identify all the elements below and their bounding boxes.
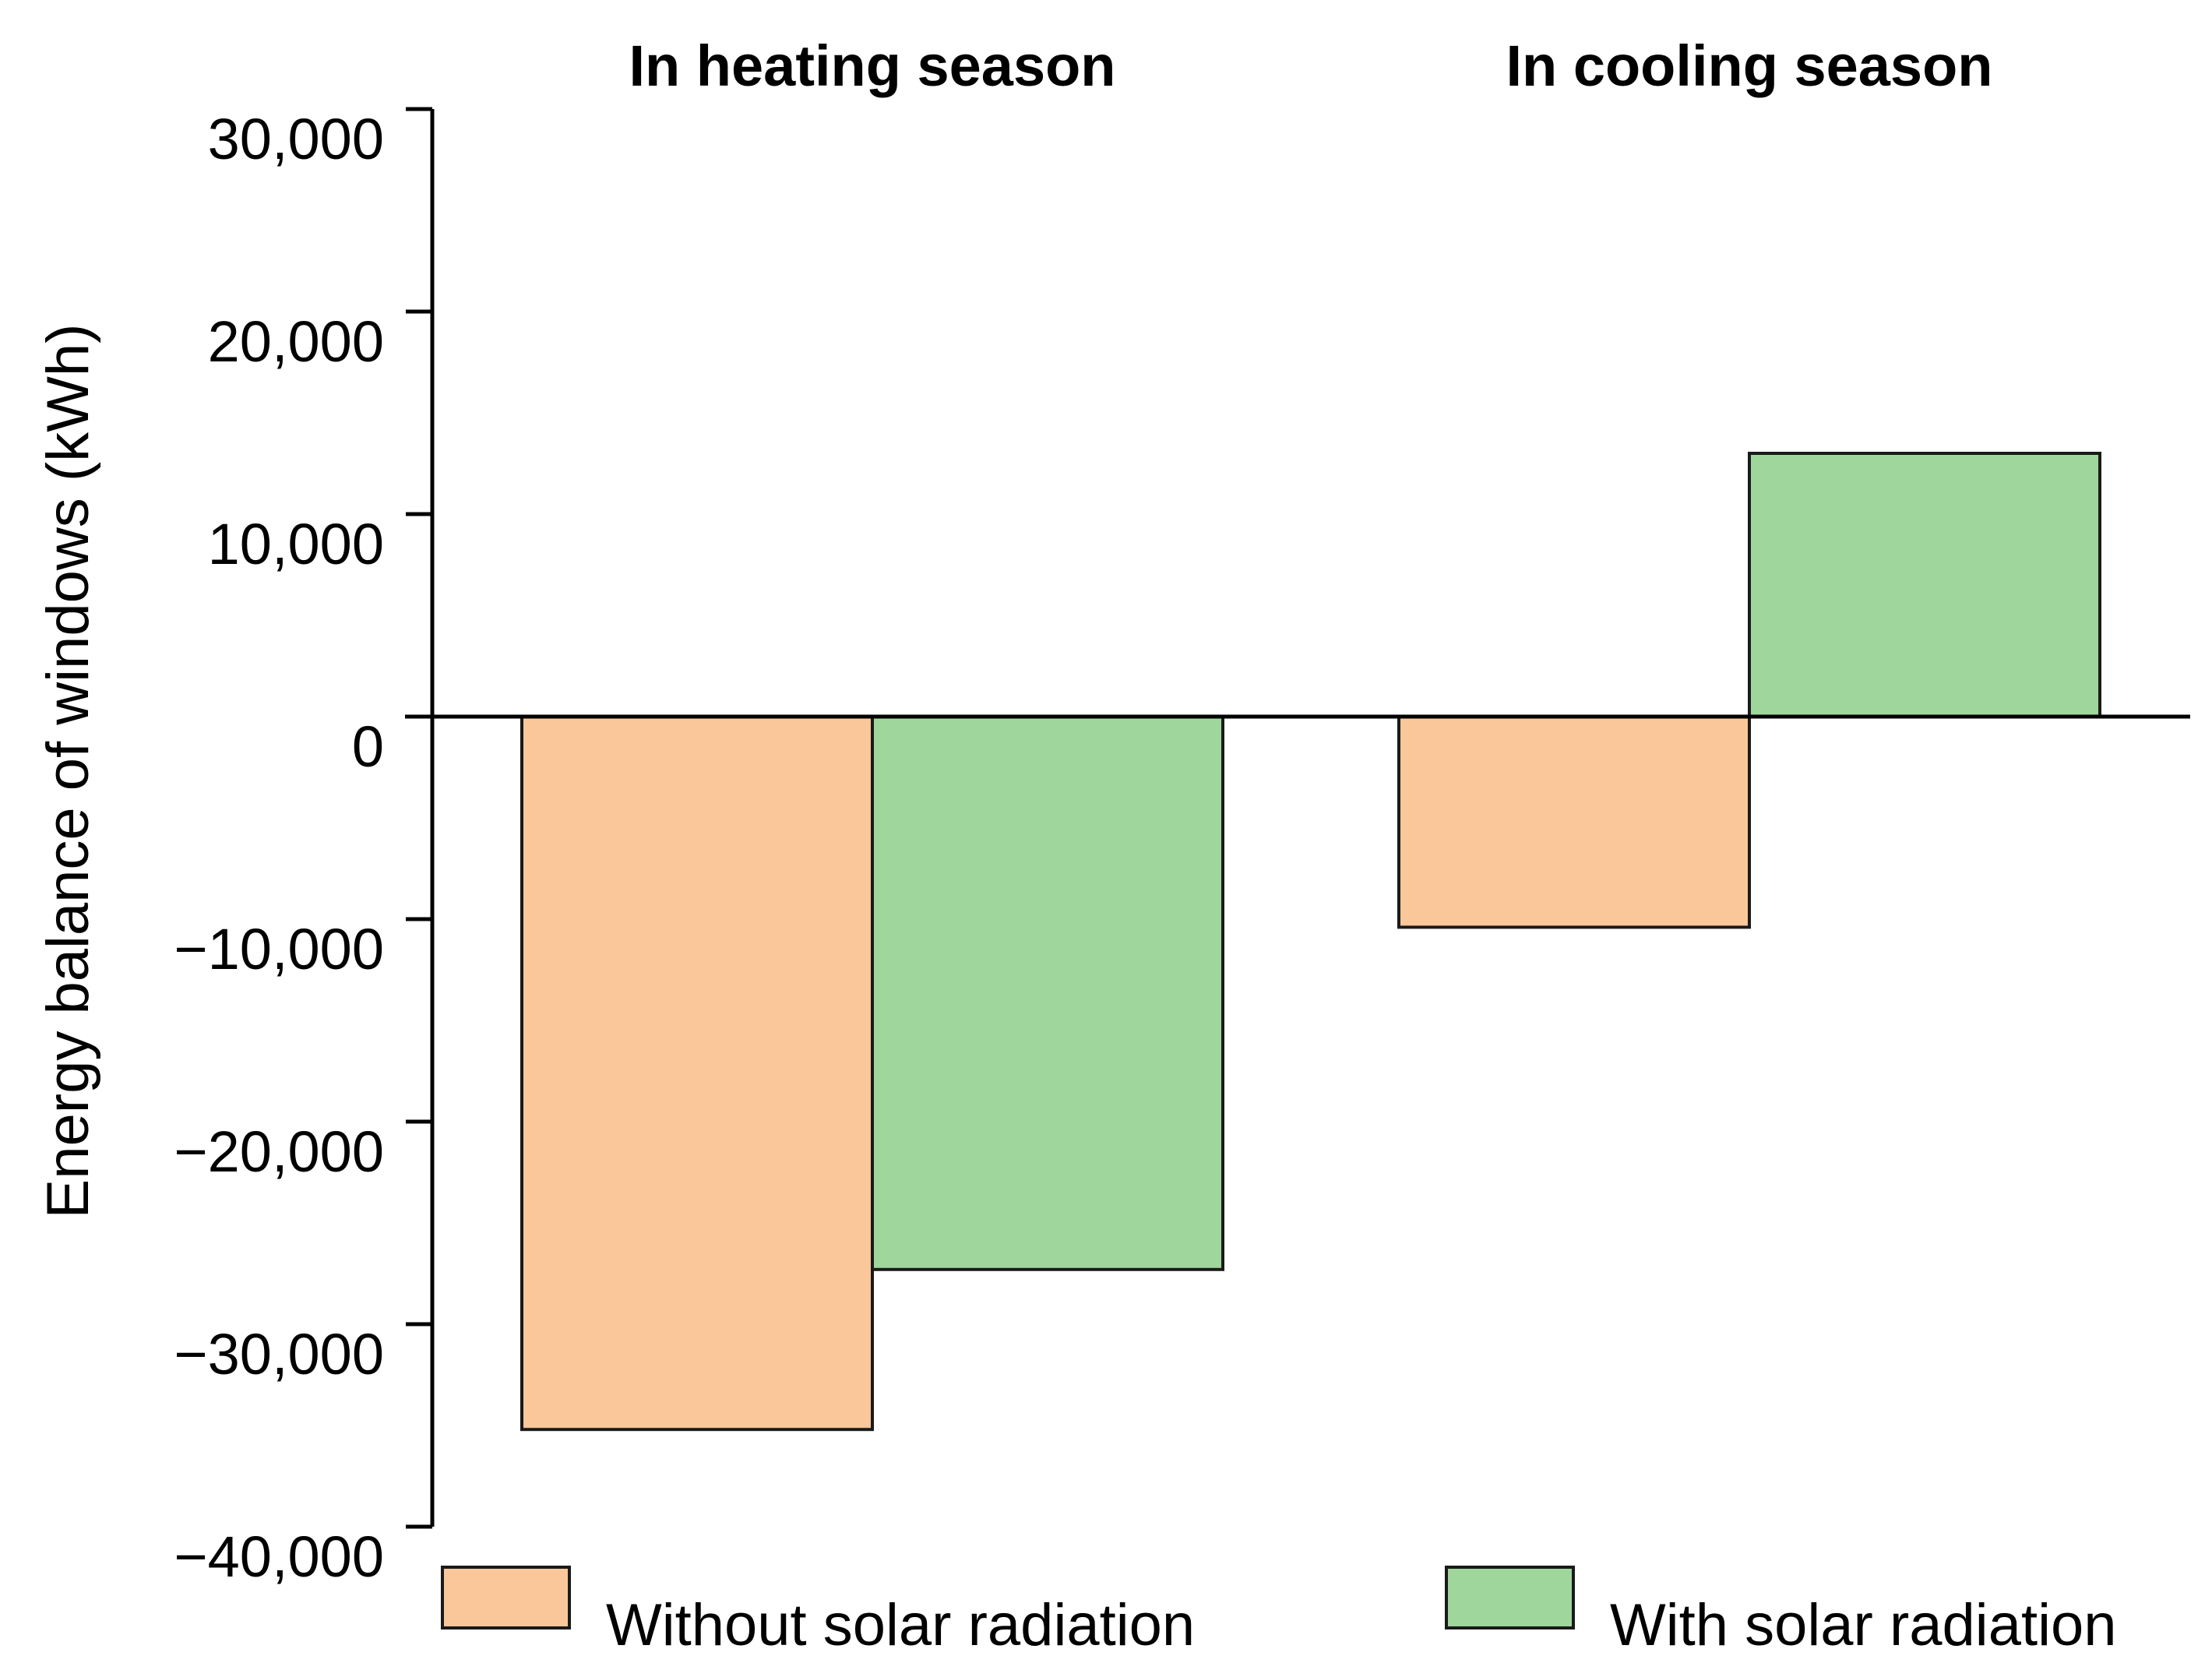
y-tick-label: 30,000 [208, 107, 384, 171]
bar-with-solar-heating [871, 715, 1224, 1271]
y-tick-label: 0 [352, 714, 384, 779]
axes-layer: 30,000 20,000 10,000 0 −10,000 −20,000 −30,000… [174, 107, 435, 1589]
y-tick-label: 20,000 [208, 309, 384, 374]
y-tick-label: −30,000 [174, 1322, 384, 1386]
legend-swatch [441, 1566, 571, 1629]
y-tick-label: −20,000 [174, 1119, 384, 1184]
legend-item: Without solar radiation [441, 1566, 1195, 1658]
group-title-heating: In heating season [629, 33, 1115, 98]
legend-label: Without solar radiation [606, 1592, 1195, 1658]
y-tick-label: 10,000 [208, 512, 384, 576]
bars-layer [520, 452, 2101, 1432]
legend: Without solar radiation With solar radiat… [441, 1566, 2117, 1658]
group-titles-layer: In heating season In cooling season [629, 33, 1992, 98]
y-axis-label: Energy balance of windows (kWh) [35, 324, 101, 1219]
y-tick-label: −40,000 [174, 1524, 384, 1589]
bar-without-solar-cooling [1397, 715, 1751, 929]
bar-without-solar-heating [520, 715, 874, 1432]
legend-label: With solar radiation [1610, 1592, 2117, 1658]
legend-swatch [1445, 1566, 1575, 1629]
legend-item: With solar radiation [1445, 1566, 2117, 1658]
group-title-cooling: In cooling season [1506, 33, 1993, 98]
bar-with-solar-cooling [1748, 452, 2101, 718]
y-tick-label: −10,000 [174, 917, 384, 981]
